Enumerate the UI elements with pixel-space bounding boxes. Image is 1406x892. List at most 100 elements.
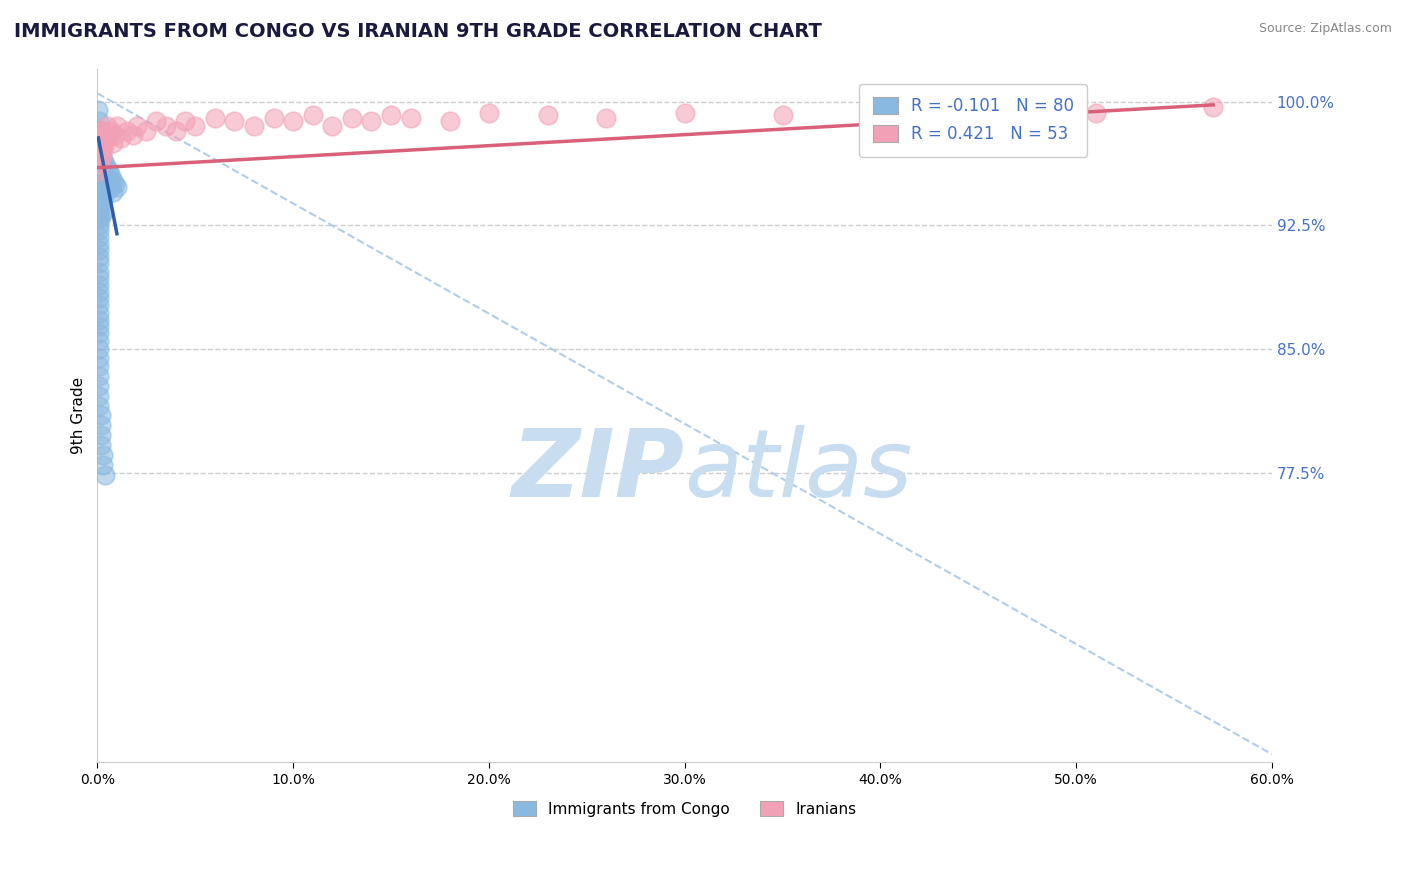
Point: [772, 108, 794, 122]
Point: [89, 147, 111, 161]
Point: [90, 131, 112, 145]
Point: [89, 399, 111, 413]
Point: [90, 180, 112, 194]
Point: [204, 111, 226, 125]
Point: [89, 326, 111, 340]
Point: [98, 164, 121, 178]
Point: [89, 359, 111, 373]
Point: [96, 184, 118, 198]
Point: [91, 205, 114, 219]
Point: [301, 108, 323, 122]
Point: [224, 114, 246, 128]
Point: [1202, 99, 1225, 113]
Point: [91, 131, 114, 145]
Point: [89, 144, 111, 158]
Point: [100, 180, 122, 194]
Point: [90, 418, 112, 433]
Point: [94, 136, 117, 150]
Point: [91, 124, 114, 138]
Point: [90, 136, 112, 150]
Point: [94, 169, 117, 183]
Point: [89, 265, 111, 279]
Point: [89, 291, 111, 305]
Point: [89, 154, 111, 169]
Point: [121, 128, 143, 142]
Point: [673, 106, 696, 120]
Point: [399, 111, 422, 125]
Point: [89, 389, 111, 403]
Text: IMMIGRANTS FROM CONGO VS IRANIAN 9TH GRADE CORRELATION CHART: IMMIGRANTS FROM CONGO VS IRANIAN 9TH GRA…: [14, 22, 823, 41]
Point: [89, 211, 111, 226]
Point: [96, 120, 118, 134]
Point: [243, 120, 266, 134]
Point: [90, 161, 112, 175]
Point: [89, 157, 111, 171]
Point: [89, 256, 111, 270]
Point: [89, 250, 111, 264]
Point: [91, 186, 114, 200]
Point: [340, 111, 363, 125]
Point: [595, 111, 617, 125]
Point: [135, 124, 157, 138]
Point: [89, 351, 111, 365]
Point: [89, 368, 111, 383]
Text: Source: ZipAtlas.com: Source: ZipAtlas.com: [1258, 22, 1392, 36]
Point: [87, 122, 110, 136]
Point: [90, 169, 112, 183]
Point: [87, 114, 110, 128]
Point: [90, 438, 112, 452]
Y-axis label: 9th Grade: 9th Grade: [72, 377, 86, 454]
Point: [89, 298, 111, 312]
Point: [91, 164, 114, 178]
Point: [90, 153, 112, 167]
Point: [90, 141, 112, 155]
Point: [100, 124, 122, 138]
Point: [104, 128, 127, 142]
Point: [89, 271, 111, 285]
Point: [94, 467, 117, 482]
Legend: Immigrants from Congo, Iranians: Immigrants from Congo, Iranians: [505, 793, 865, 824]
Point: [101, 174, 124, 188]
Point: [115, 124, 138, 138]
Point: [89, 184, 111, 198]
Point: [90, 409, 112, 423]
Point: [89, 136, 111, 150]
Point: [94, 157, 117, 171]
Point: [91, 448, 114, 462]
Point: [91, 194, 114, 208]
Point: [89, 177, 111, 191]
Point: [105, 120, 128, 134]
Point: [89, 378, 111, 392]
Point: [439, 114, 461, 128]
Point: [478, 106, 501, 120]
Point: [263, 111, 285, 125]
Point: [89, 153, 111, 167]
Point: [101, 136, 124, 150]
Point: [89, 343, 111, 357]
Point: [90, 136, 112, 150]
Point: [110, 131, 132, 145]
Point: [91, 153, 114, 167]
Point: [380, 108, 402, 122]
Point: [125, 120, 148, 134]
Point: [89, 230, 111, 244]
Point: [145, 114, 167, 128]
Point: [89, 244, 111, 258]
Point: [96, 161, 118, 175]
Point: [89, 219, 111, 233]
Point: [100, 169, 122, 183]
Point: [89, 161, 111, 175]
Point: [90, 147, 112, 161]
Point: [90, 190, 112, 204]
Point: [281, 114, 304, 128]
Text: ZIP: ZIP: [512, 425, 685, 517]
Point: [90, 124, 112, 138]
Point: [89, 188, 111, 202]
Point: [91, 174, 114, 188]
Point: [98, 177, 121, 191]
Point: [90, 141, 112, 155]
Text: atlas: atlas: [685, 425, 912, 516]
Point: [89, 223, 111, 237]
Point: [89, 200, 111, 214]
Point: [98, 128, 121, 142]
